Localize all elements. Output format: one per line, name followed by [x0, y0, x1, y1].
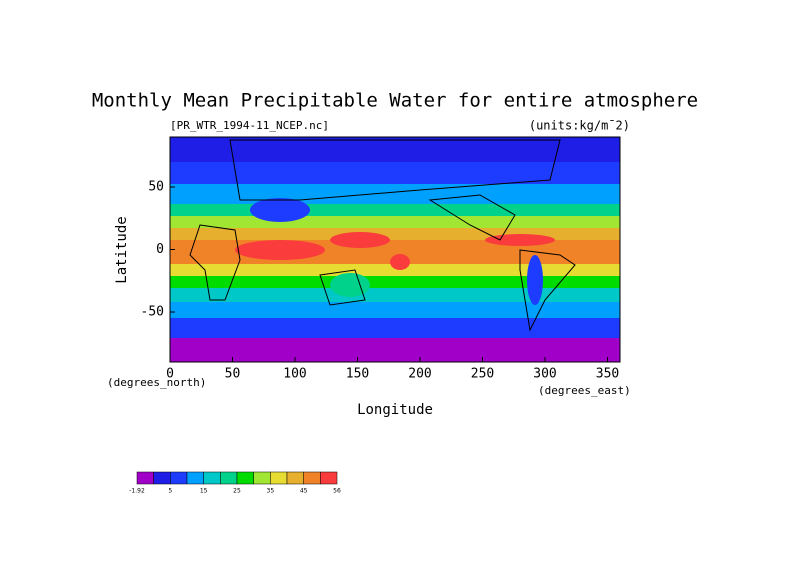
blob [527, 255, 543, 305]
colorbar-swatch [220, 471, 238, 485]
band [170, 302, 620, 318]
units: (units:kg/m¯2) [529, 119, 630, 133]
colorbar-swatch [186, 471, 204, 485]
colorbar-swatch [270, 471, 288, 485]
y-axis-units: (degrees_north) [107, 376, 206, 389]
x-tick-label: 0 [166, 367, 174, 382]
band [170, 338, 620, 362]
y-tick-label: 50 [148, 180, 164, 195]
colorbar-label: 15 [200, 488, 208, 495]
band [170, 264, 620, 276]
x-tick-label: 150 [346, 367, 369, 382]
title: Monthly Mean Precipitable Water for enti… [92, 90, 698, 112]
x-tick-label: 250 [471, 367, 494, 382]
y-tick-label: 0 [156, 242, 164, 257]
colorbar-swatch [236, 471, 254, 485]
band [170, 288, 620, 302]
band [170, 204, 620, 216]
band [170, 162, 620, 184]
blob [250, 198, 310, 222]
field [170, 137, 620, 362]
band [170, 318, 620, 338]
colorbar-label: 45 [300, 488, 308, 495]
x-axis-label: Longitude [357, 402, 433, 418]
colorbar-swatch [286, 471, 304, 485]
colorbar-label: 25 [233, 488, 241, 495]
band [170, 276, 620, 288]
coastline [189, 139, 576, 332]
colorbar-label: 35 [267, 488, 275, 495]
colorbar-swatch [170, 471, 188, 485]
colorbar-swatch [253, 471, 271, 485]
x-tick-label: 50 [225, 367, 241, 382]
colorbar-swatch [136, 471, 154, 485]
band [170, 137, 620, 162]
x-tick-label: 350 [596, 367, 619, 382]
colorbar-swatch [153, 471, 171, 485]
y-tick-label: -50 [141, 305, 164, 320]
colorbar-swatch [303, 471, 321, 485]
colorbar-label: 5 [168, 488, 172, 495]
colorbar-label: 56 [333, 488, 341, 495]
x-tick-label: 200 [408, 367, 431, 382]
blob [485, 234, 555, 246]
colorbar-label: -1.92 [129, 488, 145, 495]
y-axis-label: Latitude [114, 216, 130, 283]
colorbar-swatch [320, 471, 338, 485]
subtitle: [PR_WTR_1994-11_NCEP.nc] [170, 119, 329, 132]
blob [390, 254, 410, 270]
blob [235, 240, 325, 260]
band [170, 216, 620, 228]
x-tick-label: 300 [533, 367, 556, 382]
x-tick-label: 100 [283, 367, 306, 382]
blob [330, 273, 370, 297]
x-axis-units: (degrees_east) [538, 384, 631, 397]
blob [330, 232, 390, 248]
colorbar-swatch [203, 471, 221, 485]
